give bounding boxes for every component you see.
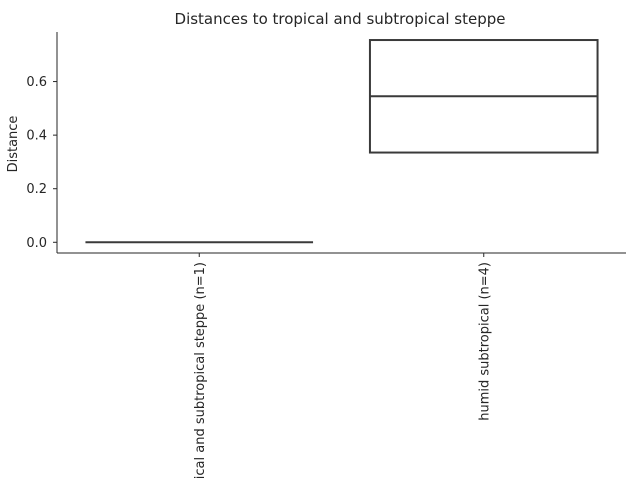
y-tick-label: 0.4	[26, 129, 47, 144]
y-tick-label: 0.6	[26, 75, 47, 90]
y-axis-label: Distance	[6, 116, 21, 173]
y-tick-label: 0.2	[26, 182, 47, 197]
plot-area: 0.0 0.2 0.4 0.6 tropical and subtropical ste…	[26, 32, 626, 480]
y-tick-label: 0.0	[26, 236, 47, 251]
chart-title: Distances to tropical and subtropical st…	[175, 10, 506, 28]
x-tick-label: humid subtropical (n=4)	[477, 262, 492, 421]
x-tick-label: tropical and subtropical steppe (n=1)	[193, 262, 208, 480]
